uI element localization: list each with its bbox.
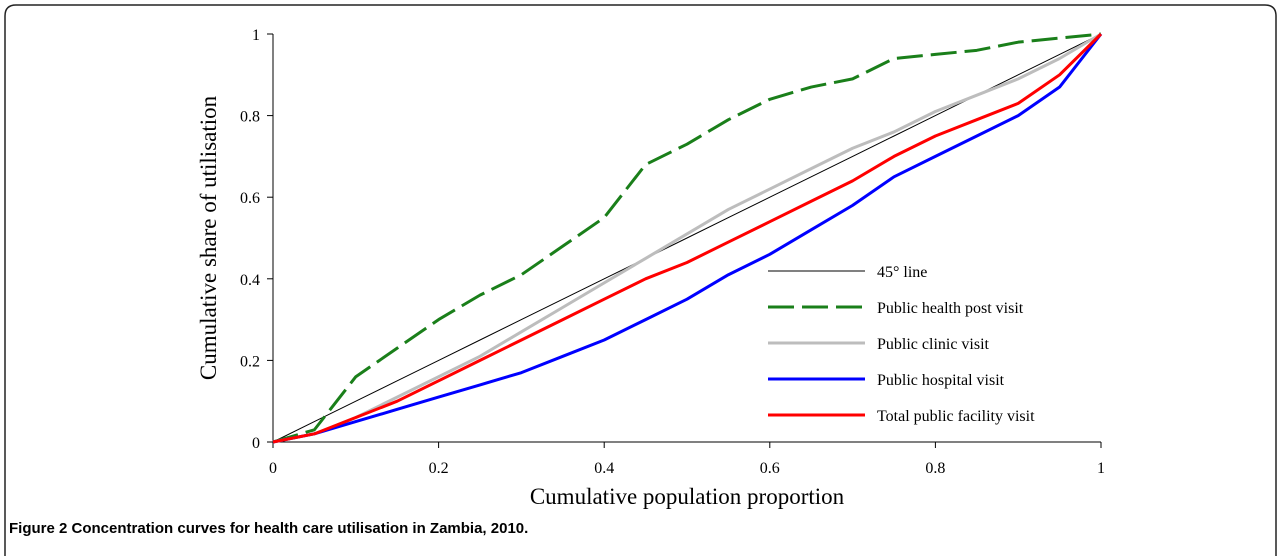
x-tick-label: 0.8 (925, 460, 945, 477)
legend-label: Total public facility visit (877, 408, 1035, 425)
x-tick-label: 1 (1097, 460, 1105, 477)
y-axis-label: Cumulative share of utilisation (196, 95, 221, 380)
figure-frame (4, 4, 1277, 556)
legend-label: Public health post visit (877, 300, 1024, 317)
series-line (272, 32, 1102, 444)
legend-label: Public hospital visit (877, 372, 1005, 389)
legend-label: Public clinic visit (877, 336, 990, 353)
figure-caption: Figure 2 Concentration curves for health… (9, 520, 528, 537)
y-tick-label: 0.6 (240, 190, 260, 207)
y-tick-label: 0 (252, 435, 260, 452)
legend-label: 45° line (877, 264, 927, 281)
y-tick-label: 0.8 (240, 109, 260, 126)
y-tick-label: 1 (252, 27, 260, 44)
x-tick-label: 0.6 (760, 460, 780, 477)
x-tick-label: 0.4 (594, 460, 614, 477)
plot: 0 0.2 0.4 0.6 0.8 1 0 0.2 0.4 0.6 0.8 1 45° line Publ… (240, 27, 1105, 477)
x-tick-label: 0 (269, 460, 277, 477)
y-tick-label: 0.4 (240, 272, 260, 289)
series-line (272, 32, 1103, 444)
series-line (272, 33, 1103, 444)
series-line (272, 32, 1102, 444)
y-tick-label: 0.2 (240, 353, 260, 370)
x-axis-label: Cumulative population proportion (530, 484, 845, 509)
x-tick-label: 0.2 (429, 460, 449, 477)
